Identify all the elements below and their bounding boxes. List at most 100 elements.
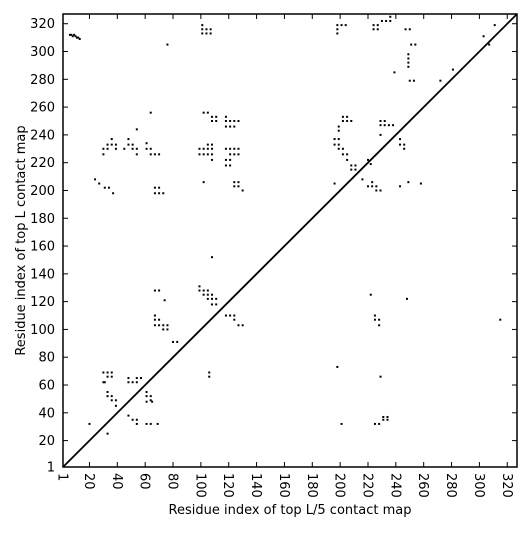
contact-point	[341, 120, 344, 122]
y-tick-label: 1	[47, 461, 55, 476]
contact-point	[371, 185, 374, 188]
contact-point	[378, 422, 381, 425]
contact-point	[372, 24, 375, 27]
contact-point	[336, 32, 339, 35]
contact-point	[373, 318, 376, 321]
y-tick-label: 140	[30, 267, 55, 282]
contact-point	[403, 147, 406, 150]
x-tick-label: 1	[55, 473, 70, 481]
contact-point	[106, 375, 109, 378]
y-tick-label: 20	[38, 434, 55, 449]
y-tick-label: 220	[30, 156, 55, 171]
contact-point	[383, 124, 386, 127]
contact-point	[407, 53, 410, 56]
contact-point	[399, 138, 402, 141]
contact-point	[114, 143, 117, 146]
contact-point	[211, 293, 214, 296]
contact-point	[211, 153, 214, 156]
contact-point	[224, 158, 227, 161]
marks-layer	[68, 15, 502, 435]
contact-point	[110, 399, 113, 402]
contact-point	[149, 422, 152, 425]
contact-point	[366, 185, 369, 188]
contact-point	[114, 404, 117, 407]
contact-point	[379, 120, 382, 122]
contact-point	[211, 143, 214, 146]
contact-point	[380, 19, 383, 22]
contact-point	[211, 303, 214, 306]
contact-point	[102, 381, 105, 384]
x-tick-label: 120	[220, 473, 235, 498]
contact-point	[439, 79, 442, 82]
x-tick-label: 100	[192, 473, 207, 498]
contact-point	[229, 125, 232, 128]
contact-point	[229, 153, 232, 156]
contact-point	[145, 390, 148, 393]
contact-point	[382, 415, 385, 418]
contact-point	[208, 375, 211, 378]
contact-point	[488, 43, 491, 46]
y-tick-label: 160	[30, 240, 55, 255]
contact-point	[215, 115, 218, 118]
contact-point	[389, 15, 392, 18]
contact-point	[233, 153, 236, 156]
contact-point	[145, 422, 148, 425]
contact-point	[110, 143, 113, 146]
y-axis-label: Residue index of top L contact map	[14, 125, 29, 355]
contact-point	[233, 147, 236, 150]
contact-point	[202, 181, 205, 184]
contact-point	[206, 111, 209, 114]
y-tick-label: 240	[30, 128, 55, 143]
contact-point	[341, 153, 344, 156]
contact-point	[78, 38, 81, 41]
contact-point	[205, 32, 208, 35]
contact-point	[135, 128, 138, 131]
contact-point	[123, 147, 126, 150]
contact-point	[340, 422, 343, 425]
contact-point	[237, 181, 240, 184]
contact-point	[499, 318, 502, 321]
contact-point	[369, 163, 372, 166]
contact-point	[333, 143, 336, 146]
contact-point	[375, 185, 378, 188]
contact-point	[145, 147, 148, 150]
contact-point	[229, 314, 232, 317]
contact-point	[201, 24, 204, 27]
contact-point	[407, 61, 410, 64]
contact-point	[198, 289, 201, 292]
contact-point	[407, 181, 410, 184]
contact-point	[110, 371, 113, 374]
contact-point	[153, 318, 156, 321]
contact-point	[379, 133, 382, 136]
y-tick-label: 80	[38, 351, 55, 366]
x-tick-label: 60	[137, 473, 152, 490]
contact-point	[77, 36, 80, 39]
contact-point	[202, 111, 205, 114]
contact-point	[127, 381, 130, 384]
x-tick-label: 300	[471, 473, 486, 498]
contact-point	[202, 289, 205, 292]
contact-point	[162, 328, 165, 331]
contact-point	[206, 297, 209, 300]
contact-point	[386, 418, 389, 421]
y-tick-label: 300	[30, 45, 55, 60]
contact-point	[98, 182, 101, 185]
contact-point	[237, 185, 240, 188]
contact-point	[202, 147, 205, 150]
contact-point	[346, 153, 349, 156]
contact-point	[382, 418, 385, 421]
contact-point	[208, 371, 211, 374]
contact-point	[237, 147, 240, 150]
contact-point	[139, 377, 142, 380]
contact-point	[224, 115, 227, 118]
contact-point	[211, 158, 214, 161]
contact-point	[337, 138, 340, 141]
contact-point	[202, 293, 205, 296]
contact-point	[361, 178, 364, 181]
x-tick-label: 40	[109, 473, 124, 490]
contact-point	[206, 147, 209, 150]
contact-point	[201, 28, 204, 31]
contact-point	[233, 185, 236, 188]
y-tick-label: 260	[30, 101, 55, 116]
contact-point	[151, 400, 154, 403]
